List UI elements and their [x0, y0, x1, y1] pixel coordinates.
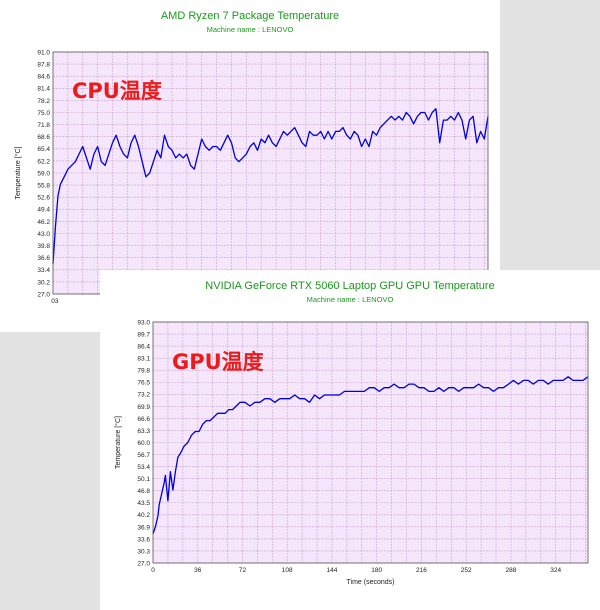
cpu-ytick-label: 52.6: [37, 195, 50, 202]
cpu-temperature-chart: 91.0 87.8 84.6 81.4 78.2 75.0 71.8 68.6 65.4 62.2…: [14, 49, 489, 305]
cpu-ytick-label: 49.4: [37, 207, 50, 214]
gpu-ytick-label: 30.3: [137, 548, 150, 555]
gpu-ytick-label: 86.4: [137, 344, 150, 351]
cpu-ytick-label: 55.8: [37, 183, 50, 190]
cpu-ytick-label: 30.2: [37, 279, 50, 286]
gpu-ytick-label: 60.0: [137, 440, 150, 447]
gpu-xtick-label: 180: [371, 567, 382, 574]
gpu-ytick-label: 73.2: [137, 392, 150, 399]
gpu-xtick-label: 216: [416, 567, 427, 574]
cpu-ytick-label: 87.8: [37, 62, 50, 69]
gpu-overlay-label: GPU温度: [172, 350, 264, 374]
gpu-plot-frame: [152, 321, 589, 564]
gpu-ytick-label: 83.1: [137, 356, 150, 363]
gpu-ytick-label: 43.5: [137, 500, 150, 507]
gpu-ytick-label: 69.9: [137, 404, 150, 411]
gpu-xtick-label: 36: [194, 567, 202, 574]
cpu-xtick-label: 3: [55, 298, 59, 305]
cpu-ytick-label: 68.6: [37, 134, 50, 141]
gpu-ytick-label: 36.9: [137, 524, 150, 531]
cpu-chart-subtitle: Machine name : LENOVO: [206, 25, 294, 34]
gpu-ytick-label: 76.5: [137, 380, 150, 387]
cpu-ytick-label: 75.0: [37, 110, 50, 117]
gpu-xtick-label: 252: [461, 567, 472, 574]
cpu-chart-panel: AMD Ryzen 7 Package Temperature Machine …: [0, 0, 500, 332]
gpu-temperature-chart: 93.0 89.7 86.4 83.1 79.8 76.5 73.2 69.9 66.6 63.3…: [114, 319, 589, 586]
gpu-chart-subtitle: Machine name : LENOVO: [306, 295, 394, 304]
gpu-ytick-label: 53.4: [137, 464, 150, 471]
cpu-y-axis-label: Temperature [°C]: [14, 146, 22, 199]
cpu-xtick-label: 0: [51, 298, 55, 305]
cpu-ytick-label: 39.8: [37, 243, 50, 250]
cpu-ytick-label: 71.8: [37, 122, 50, 129]
gpu-ytick-label: 27.0: [137, 560, 150, 567]
cpu-ytick-label: 43.0: [37, 231, 50, 238]
cpu-overlay-label: CPU温度: [72, 79, 162, 103]
cpu-temperature-line: [52, 108, 489, 264]
gpu-y-axis-label: Temperature [°C]: [114, 416, 122, 469]
cpu-ytick-label: 36.6: [37, 255, 50, 262]
gpu-ytick-label: 56.7: [137, 452, 150, 459]
gpu-ytick-label: 89.7: [137, 331, 150, 338]
cpu-chart-title: AMD Ryzen 7 Package Temperature: [160, 10, 340, 22]
cpu-ytick-label: 27.0: [37, 291, 50, 298]
gpu-ytick-label: 40.2: [137, 512, 150, 519]
gpu-xtick-label: 108: [282, 567, 293, 574]
gpu-xtick-label: 144: [327, 567, 338, 574]
gpu-ytick-label: 50.1: [137, 476, 150, 483]
gpu-chart-title: NVIDIA GeForce RTX 5060 Laptop GPU GPU T…: [205, 280, 495, 292]
cpu-ytick-label: 81.4: [37, 86, 50, 93]
gpu-ytick-label: 66.6: [137, 416, 150, 423]
gpu-ytick-label: 33.6: [137, 536, 150, 543]
gpu-ytick-label: 63.3: [137, 428, 150, 435]
cpu-ytick-label: 78.2: [37, 98, 50, 105]
gpu-xtick-label: 0: [151, 567, 155, 574]
cpu-ytick-label: 62.2: [37, 158, 50, 165]
gpu-ytick-label: 46.8: [137, 488, 150, 495]
cpu-ytick-label: 33.4: [37, 267, 50, 274]
gpu-xtick-label: 72: [239, 567, 247, 574]
gpu-ytick-label: 79.8: [137, 368, 150, 375]
cpu-ytick-label: 59.0: [37, 170, 50, 177]
cpu-ytick-label: 91.0: [37, 49, 50, 56]
cpu-ytick-label: 84.6: [37, 74, 50, 81]
gpu-ytick-label: 93.0: [137, 319, 150, 326]
gpu-xtick-label: 288: [506, 567, 517, 574]
gpu-chart-panel: NVIDIA GeForce RTX 5060 Laptop GPU GPU T…: [100, 270, 600, 610]
gpu-temperature-line: [152, 376, 589, 535]
gpu-xtick-label: 324: [550, 567, 561, 574]
cpu-ytick-label: 65.4: [37, 146, 50, 153]
cpu-ytick-label: 46.2: [37, 219, 50, 226]
gpu-x-axis-label: Time (seconds): [347, 579, 395, 586]
